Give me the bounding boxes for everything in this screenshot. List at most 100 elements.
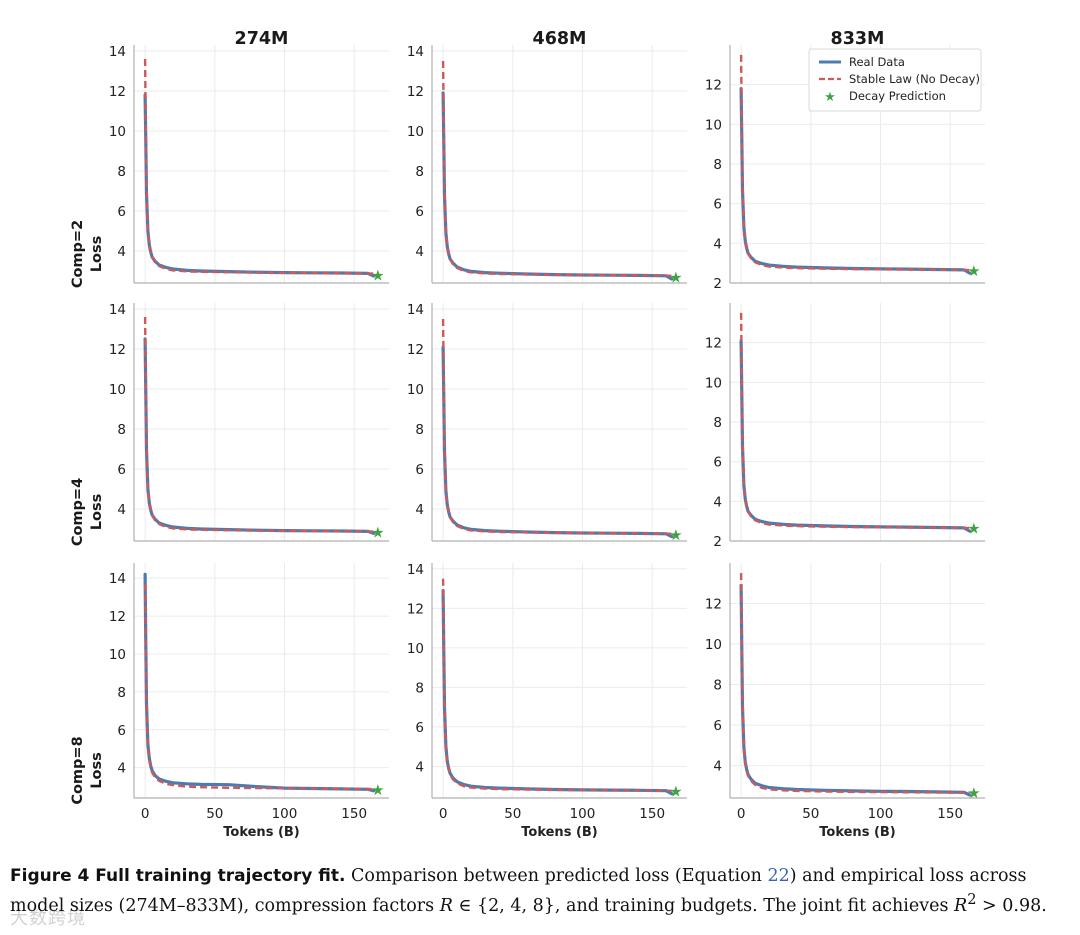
y-tick-label: 4 [415,244,424,260]
legend-stable-law: Stable Law (No Decay) [849,72,980,86]
y-tick-label: 8 [117,422,126,438]
y-tick-label: 12 [705,597,722,613]
y-tick-label: 2 [713,534,722,550]
stable-law-line [143,58,374,275]
decay-prediction-star: ★ [371,266,384,284]
x-axis-label: Tokens (B) [521,825,598,840]
legend-box [808,48,982,112]
y-axis-label: Loss [89,236,105,272]
y-tick-label: 14 [407,302,424,318]
y-tick-label: 10 [109,647,126,663]
y-tick-label: 8 [713,415,722,431]
legend-swatch-star: ★ [824,90,836,105]
caption-text-4: > 0.98. [976,895,1047,916]
real-data-line [739,339,972,533]
y-tick-label: 4 [713,494,722,510]
y-tick-label: 4 [415,759,424,775]
y-tick-label: 4 [117,761,126,777]
stable-law-line [441,578,672,793]
y-tick-label: 10 [109,382,126,398]
decay-prediction-star: ★ [967,262,980,280]
y-tick-label: 8 [117,164,126,180]
x-tick-label: 100 [868,806,894,822]
y-tick-label: 8 [117,685,126,701]
decay-prediction-star: ★ [371,781,384,799]
panel-comp-2-833m: 2 4 6 8 10 12 ★ 833M Real Data Stable Law (No Dec… [705,29,985,292]
real-data-line [739,87,972,275]
y-tick-label: 6 [713,718,722,734]
y-tick-label: 12 [705,78,722,94]
y-tick-label: 10 [407,641,424,657]
stable-law-line [441,60,672,277]
y-tick-label: 14 [109,571,126,587]
y-tick-label: 12 [109,342,126,358]
y-tick-label: 6 [415,204,424,220]
y-tick-label: 10 [109,124,126,140]
legend-decay-prediction: Decay Prediction [849,89,946,103]
real-data-line [441,345,674,539]
real-data-line [441,589,674,796]
real-data-line [143,572,376,793]
y-tick-label: 6 [117,204,126,220]
y-tick-label: 6 [117,462,126,478]
x-tick-label: 50 [206,806,223,822]
stable-law-line [739,573,970,795]
x-axis-label: Tokens (B) [223,825,300,840]
y-tick-label: 10 [407,124,424,140]
y-tick-label: 14 [109,302,126,318]
y-tick-label: 14 [407,44,424,60]
panel-comp-4-833m: 2 4 6 8 10 12 ★ [705,303,985,550]
stable-law-line [739,54,970,272]
decay-prediction-star: ★ [669,526,682,544]
stable-law-line [143,583,374,791]
x-tick-label: 50 [802,806,819,822]
real-data-line [143,337,376,535]
column-title: 274M [235,29,289,49]
y-tick-label: 12 [109,609,126,625]
y-tick-label: 4 [117,244,126,260]
panel-comp-8-833m: 4 6 8 10 12 0 50 100 150 Tokens (B) ★ [705,563,985,840]
y-tick-label: 8 [713,157,722,173]
row-label: Comp=8 Loss [70,736,105,804]
x-tick-label: 100 [272,806,298,822]
legend: Real Data Stable Law (No Decay) ★ Decay Pre… [808,48,982,112]
decay-prediction-star: ★ [967,784,980,802]
stable-law-line [441,318,672,535]
row-label-comp: Comp=8 [70,736,86,804]
y-tick-label: 12 [407,601,424,617]
y-tick-label: 10 [705,637,722,653]
watermark-text: 大数跨境 [10,908,86,929]
x-tick-label: 0 [737,806,746,822]
decay-prediction-star: ★ [669,268,682,286]
equation-ref-link[interactable]: 22 [767,866,790,886]
figure-caption: Figure 4 Full training trajectory fit. C… [10,864,1070,918]
panel-comp-2-274m: 4 6 8 10 12 14 ★ 274M Comp=2 Loss [70,29,389,288]
y-tick-label: 10 [705,117,722,133]
x-tick-label: 100 [570,806,596,822]
decay-prediction-star: ★ [669,783,682,801]
y-tick-label: 2 [713,276,722,292]
x-tick-label: 150 [341,806,367,822]
y-tick-label: 12 [109,84,126,100]
y-tick-label: 14 [407,562,424,578]
real-data-line [739,583,972,797]
legend-real-data: Real Data [849,55,905,69]
column-title: 833M [831,29,885,49]
y-tick-label: 6 [415,462,424,478]
panel-comp-8-468m: 4 6 8 10 12 14 0 50 100 150 Tokens (B) ★ [407,562,687,840]
caption-text-2: ) and empirical loss across model sizes … [10,866,1027,916]
y-tick-label: 6 [117,723,126,739]
y-tick-label: 6 [713,455,722,471]
y-tick-label: 8 [415,422,424,438]
y-axis-label: Loss [89,752,105,788]
y-tick-label: 10 [407,382,424,398]
x-tick-label: 0 [141,806,150,822]
caption-var-r2: R [954,895,968,916]
x-tick-label: 0 [439,806,448,822]
x-tick-label: 150 [639,806,665,822]
y-tick-label: 8 [415,164,424,180]
caption-sup: 2 [967,891,977,908]
decay-prediction-star: ★ [967,520,980,538]
caption-text-3: ∈ {2, 4, 8}, and training budgets. The j… [452,895,954,916]
